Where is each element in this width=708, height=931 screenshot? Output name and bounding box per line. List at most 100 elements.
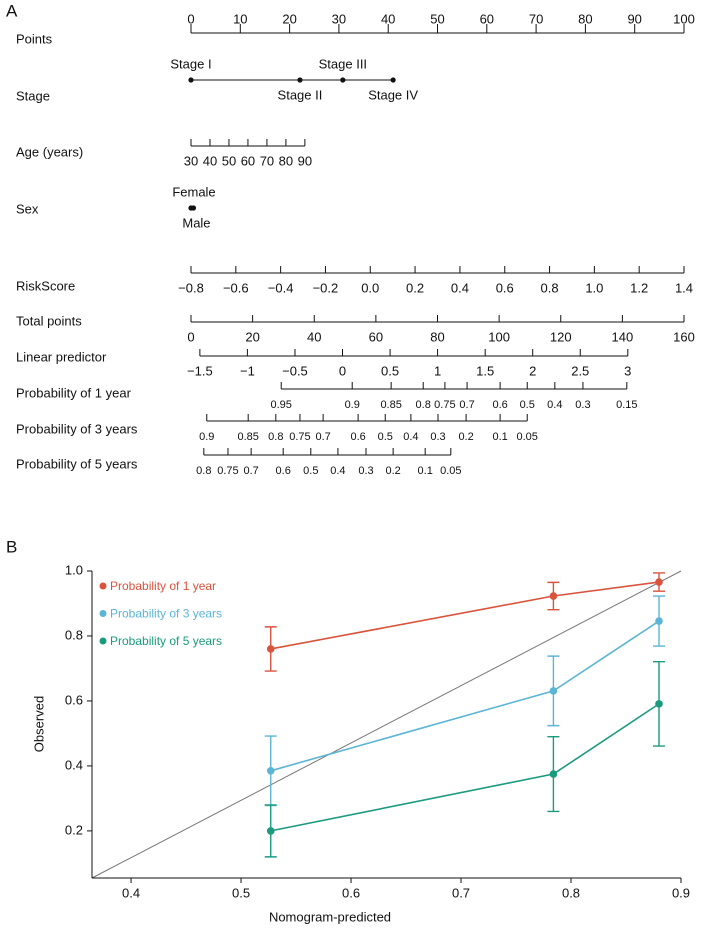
y-tick-label: 0.8 (65, 627, 83, 642)
scale-label: 0.15 (616, 399, 637, 411)
scale-label: 0.6 (496, 280, 514, 295)
scale-label: 50 (430, 11, 444, 26)
scale-label: 0.85 (380, 399, 401, 411)
x-tick-label: 0.9 (672, 885, 690, 900)
scale-label: −0.6 (223, 280, 249, 295)
scale-label: 0.6 (276, 465, 291, 477)
scale-label: −0.5 (282, 363, 308, 378)
scale-label: 0.3 (430, 431, 445, 443)
scale-label: 0.5 (303, 465, 318, 477)
scale-label: 3 (624, 363, 631, 378)
scale-label: 1.4 (675, 280, 693, 295)
scale-label: 0 (187, 329, 194, 344)
scale-label: Male (182, 215, 210, 230)
legend-marker (99, 637, 107, 645)
scale-label: 80 (279, 153, 293, 168)
scale-label: 80 (430, 329, 444, 344)
scale-label: 0.7 (459, 399, 474, 411)
data-point (266, 827, 275, 835)
scale-label: 70 (529, 11, 543, 26)
x-tick-label: 0.5 (232, 885, 250, 900)
legend-marker (99, 610, 107, 617)
scale-label: 90 (627, 11, 641, 26)
data-point (266, 645, 275, 653)
x-tick-label: 0.4 (122, 885, 140, 900)
scale-label: 1.5 (476, 363, 494, 378)
scale-label: 1.2 (630, 280, 648, 295)
scale-label: 60 (480, 11, 494, 26)
reference-line (91, 570, 682, 879)
scale-point (340, 77, 346, 83)
scale-label: Stage III (319, 56, 367, 71)
x-axis-label: Nomogram-predicted (269, 909, 391, 924)
legend-label: Probability of 5 years (110, 634, 222, 648)
row-label: Points (16, 31, 53, 46)
scale-label: 0 (187, 11, 194, 26)
scale-label: 50 (222, 153, 236, 168)
scale-label: −1 (240, 363, 255, 378)
scale-label: 160 (673, 329, 695, 344)
scale-label: 2.5 (571, 363, 589, 378)
y-tick-label: 1.0 (65, 562, 83, 577)
scale-label: 40 (381, 11, 395, 26)
scale-label: 0.85 (237, 431, 258, 443)
scale-label: 0.5 (378, 431, 393, 443)
scale-label: 2 (529, 363, 536, 378)
scale-label: 60 (369, 329, 383, 344)
scale-label: 0.8 (416, 399, 431, 411)
data-point (549, 592, 558, 600)
scale-label: 140 (612, 329, 634, 344)
x-tick-label: 0.6 (342, 885, 360, 900)
scale-label: 0.3 (575, 399, 590, 411)
scale-label: 0.05 (440, 465, 461, 477)
row-label: Probability of 3 years (16, 421, 138, 436)
scale-label: Stage I (170, 56, 211, 71)
scale-label: 90 (298, 153, 312, 168)
row-label: Probability of 1 year (16, 385, 132, 400)
scale-label: −1.5 (187, 363, 213, 378)
y-tick-label: 0.4 (65, 757, 83, 772)
scale-label: 0.4 (547, 399, 562, 411)
scale-point (390, 77, 396, 83)
data-point (549, 687, 558, 695)
scale-label: 0.3 (358, 465, 373, 477)
scale-label: 0.7 (243, 465, 258, 477)
scale-label: 0.05 (517, 431, 538, 443)
y-axis-label: Observed (31, 696, 46, 752)
scale-label: 0.4 (451, 280, 469, 295)
panel-label: A (6, 1, 18, 20)
y-tick-label: 0.2 (65, 822, 83, 837)
scale-label: 1 (434, 363, 441, 378)
scale-label: 0 (339, 363, 346, 378)
scale-label: Stage IV (368, 87, 418, 102)
scale-label: 100 (673, 11, 695, 26)
scale-label: 70 (260, 153, 274, 168)
row-label: Stage (16, 88, 50, 103)
scale-label: 0.9 (345, 399, 360, 411)
x-tick-label: 0.7 (452, 885, 470, 900)
scale-label: 0.9 (199, 431, 214, 443)
scale-label: 1.0 (585, 280, 603, 295)
legend-label: Probability of 3 years (110, 607, 222, 621)
scale-label: 0.2 (385, 465, 400, 477)
scale-point (297, 77, 303, 83)
scale-label: 40 (203, 153, 217, 168)
scale-label: Female (172, 184, 215, 199)
scale-label: 0.1 (492, 431, 507, 443)
scale-label: 40 (307, 329, 321, 344)
y-tick-label: 0.6 (65, 692, 83, 707)
scale-label: Stage II (278, 87, 323, 102)
scale-label: 80 (578, 11, 592, 26)
scale-label: 120 (550, 329, 572, 344)
scale-label: 0.95 (271, 399, 292, 411)
scale-label: 0.6 (492, 399, 507, 411)
scale-label: 0.8 (196, 465, 211, 477)
scale-label: 0.4 (330, 465, 345, 477)
data-point (655, 700, 663, 708)
scale-label: 0.7 (315, 431, 330, 443)
scale-label: 0.4 (403, 431, 418, 443)
legend-label: Probability of 1 year (110, 579, 216, 593)
scale-label: 30 (332, 11, 346, 26)
